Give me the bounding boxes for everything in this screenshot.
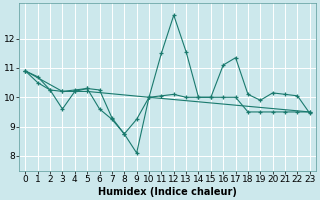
- X-axis label: Humidex (Indice chaleur): Humidex (Indice chaleur): [98, 187, 237, 197]
